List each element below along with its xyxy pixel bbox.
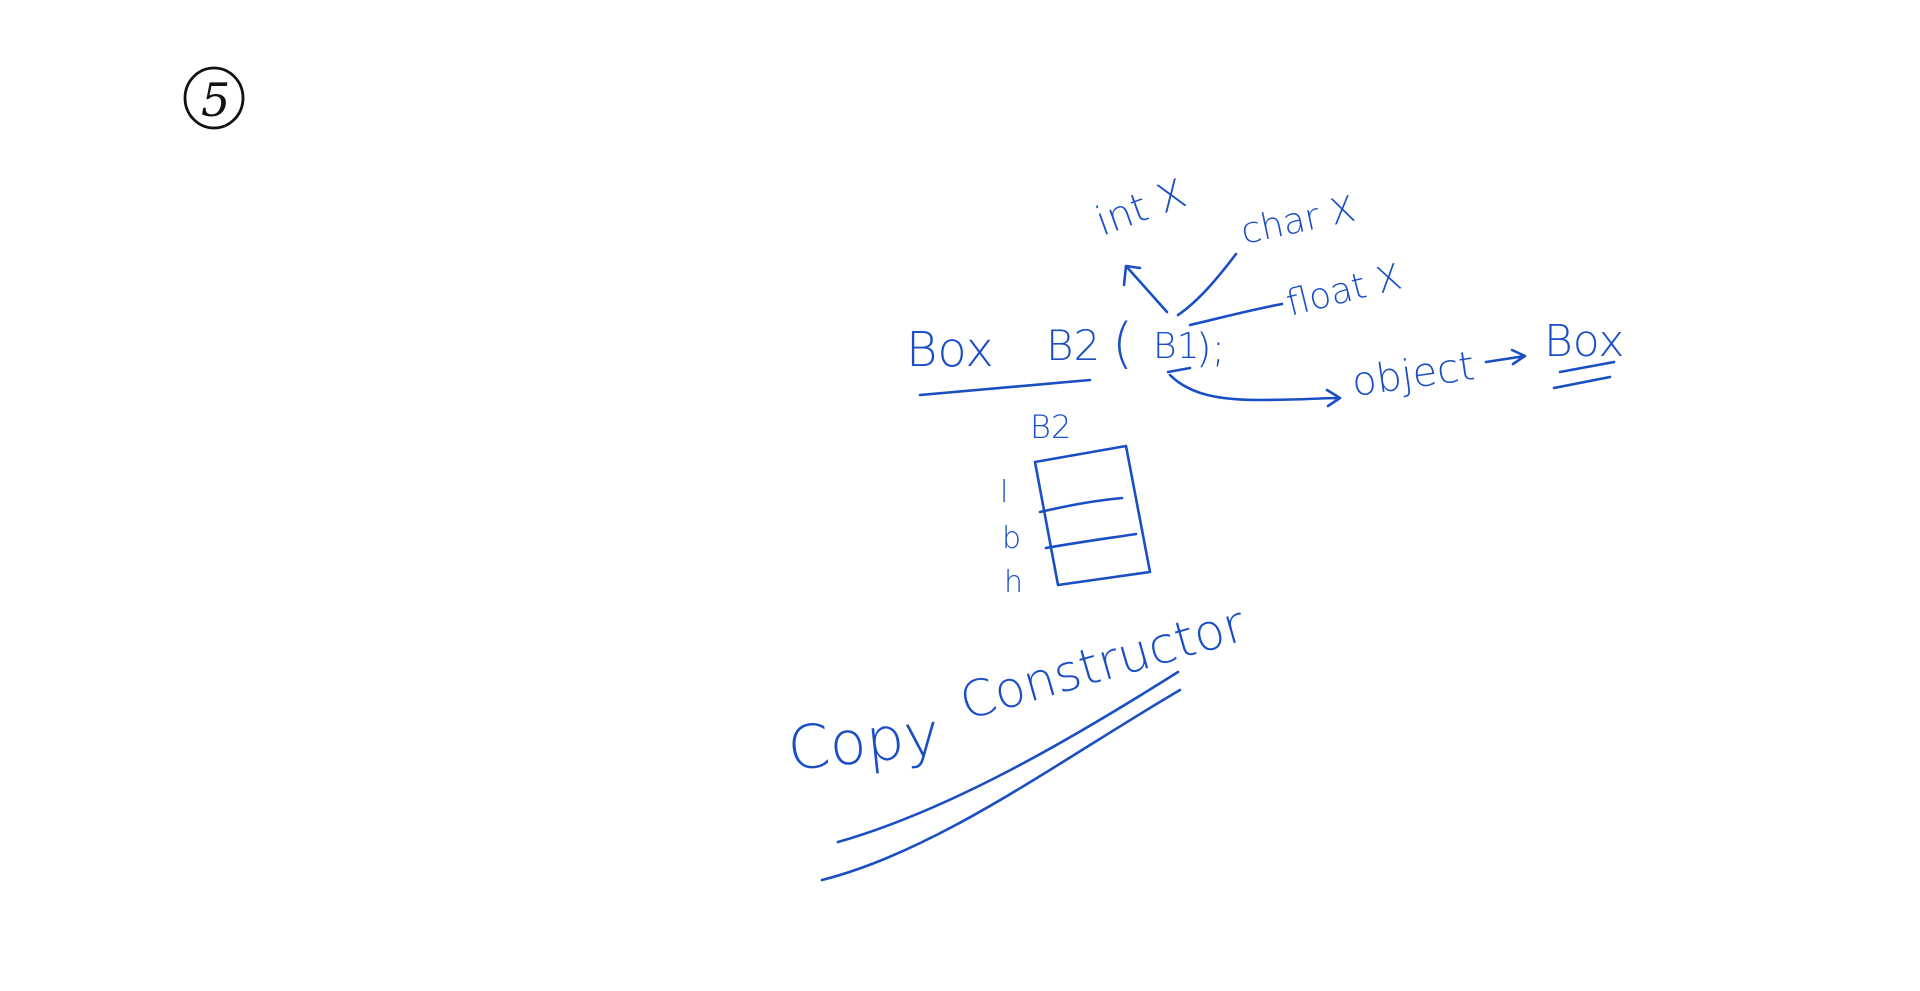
char-x-label: char X bbox=[1237, 189, 1359, 253]
argument-text: B1 bbox=[1153, 326, 1199, 367]
page-number-circle bbox=[183, 66, 245, 130]
box-target-underline-2 bbox=[1552, 375, 1612, 390]
float-branch-line bbox=[1188, 302, 1284, 327]
b1-small-underline bbox=[1166, 366, 1192, 374]
char-branch-line bbox=[1176, 252, 1238, 317]
int-branch-arrow bbox=[1122, 264, 1169, 314]
memory-block: B2 l b h bbox=[1000, 408, 1152, 600]
object-arrow bbox=[1168, 373, 1342, 408]
box-target-underline-1 bbox=[1558, 360, 1616, 374]
memory-block-outline bbox=[1033, 444, 1152, 587]
heading-word-constructor: Constructor bbox=[953, 595, 1251, 732]
class-name-text: Box bbox=[906, 322, 994, 378]
memory-field-h: h bbox=[1004, 565, 1023, 600]
copy-constructor-heading: Copy Constructor bbox=[784, 595, 1252, 882]
object-text: object bbox=[1349, 343, 1477, 406]
code-line: Box B2 ( B1 ); bbox=[906, 312, 1225, 397]
object-name-text: B2 bbox=[1046, 321, 1100, 370]
page-number-marker: 5 bbox=[183, 66, 245, 130]
heading-underline-2 bbox=[820, 688, 1182, 882]
int-x-label: int X bbox=[1090, 171, 1192, 246]
float-x-label: float X bbox=[1282, 257, 1405, 325]
object-annotation: object Box bbox=[1166, 316, 1624, 408]
heading-underline-1 bbox=[836, 670, 1180, 844]
memory-row-divider-1 bbox=[1038, 496, 1124, 514]
box-target-text: Box bbox=[1544, 316, 1624, 367]
memory-row-divider-2 bbox=[1044, 532, 1138, 550]
heading-word-copy: Copy bbox=[784, 699, 943, 785]
class-underline bbox=[918, 378, 1092, 397]
open-paren-text: ( bbox=[1112, 312, 1133, 375]
memory-field-l: l bbox=[1000, 475, 1008, 510]
page-number-label: 5 bbox=[201, 73, 230, 127]
object-to-box-arrow bbox=[1484, 348, 1527, 366]
type-branches: int X char X float X bbox=[1090, 171, 1406, 327]
close-paren-text: ); bbox=[1196, 326, 1225, 372]
memory-field-b: b bbox=[1002, 521, 1021, 556]
memory-block-title: B2 bbox=[1030, 408, 1071, 446]
